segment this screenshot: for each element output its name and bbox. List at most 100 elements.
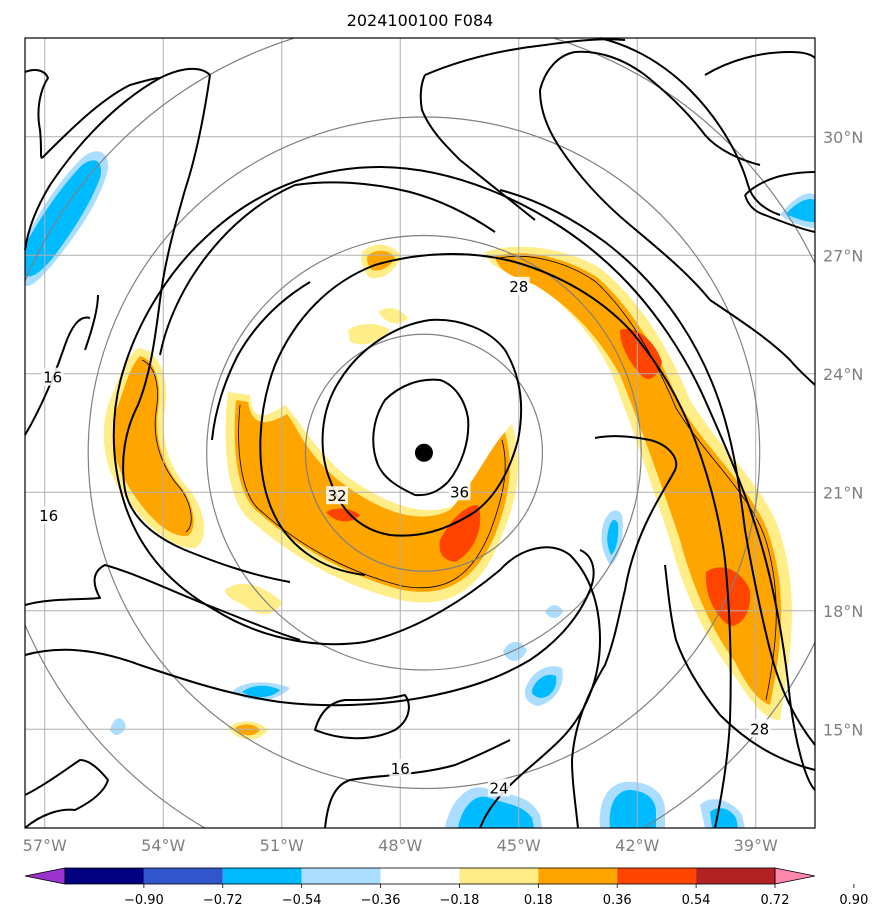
contour-west-2	[24, 316, 91, 436]
colorbar-tick-label-1: −0.72	[203, 893, 243, 908]
latitude-tick-labels: 30°N 27°N 24°N 21°N 18°N 15°N	[823, 128, 863, 740]
lon-tick-label-3: 48°W	[378, 836, 422, 855]
shade-blue-s2-core	[609, 790, 656, 828]
contour-se-3	[664, 564, 816, 771]
lat-tick-label-1: 27°N	[823, 246, 863, 265]
shade-blue-5	[110, 718, 126, 735]
contour-36	[372, 378, 470, 497]
contour-nw-1	[211, 281, 311, 441]
shade-patch-5-core	[235, 724, 260, 736]
shade-blue-6	[545, 605, 563, 618]
range-ring-2	[87, 116, 761, 790]
colorbar: −0.90 −0.72 −0.54 −0.36 −0.18 0.18 0.36 0.54 0.7…	[24, 867, 868, 908]
colorbar-frame	[64, 867, 776, 885]
colorbar-extend-low	[24, 867, 66, 885]
lon-tick-label-1: 54°W	[141, 836, 185, 855]
shade-blue-nw-core	[25, 160, 102, 277]
contour-label-bg-0	[41, 367, 64, 386]
contour-label-0: 16	[43, 369, 62, 387]
contour-20b	[499, 189, 816, 746]
shade-red-core-1	[439, 505, 481, 562]
colorbar-segment-4	[380, 868, 460, 884]
lon-tick-label-2: 51°W	[260, 836, 304, 855]
colorbar-extend-high	[774, 867, 816, 885]
contour-label-3: 24	[489, 780, 508, 798]
outline-west	[141, 359, 192, 533]
colorbar-segment-1	[143, 868, 223, 884]
contour-sw-2	[24, 759, 109, 829]
colorbar-segment-8	[696, 868, 775, 884]
contour-ne-5	[709, 299, 816, 386]
colorbar-segment-0	[65, 868, 144, 884]
range-rings	[25, 38, 815, 828]
lon-tick-label-4: 45°W	[497, 836, 541, 855]
lon-tick-label-6: 39°W	[734, 836, 778, 855]
contour-west-1	[84, 294, 99, 351]
colorbar-tick-label-3: −0.36	[361, 893, 401, 908]
contour-labels: 16 16 16 24 28 28 32 36	[37, 276, 771, 798]
lat-lon-grid	[25, 38, 815, 828]
contour-label-bg-2	[389, 758, 412, 777]
colorbar-segment-6	[538, 868, 618, 884]
contour-label-7: 36	[450, 483, 469, 501]
lat-tick-label-0: 30°N	[823, 128, 863, 147]
colorbar-tick-label-9: 0.90	[839, 893, 868, 908]
contour-label-2: 16	[391, 760, 410, 778]
contour-n-2	[419, 74, 536, 221]
colorbar-segment-7	[617, 868, 697, 884]
map-title: 2024100100 F084	[347, 11, 494, 30]
lat-tick-label-2: 24°N	[823, 365, 863, 384]
colorbar-tick-label-6: 0.36	[603, 893, 632, 908]
contour-label-bg-6	[326, 486, 349, 505]
lon-tick-label-5: 42°W	[615, 836, 659, 855]
contour-label-bg-4	[507, 276, 530, 295]
colorbar-tick-label-7: 0.54	[682, 893, 711, 908]
range-ring-1	[206, 234, 642, 671]
contour-west-3	[24, 67, 211, 251]
shade-blue-s1-core	[458, 796, 534, 828]
height-contours	[24, 37, 816, 829]
contour-west-5	[24, 69, 49, 159]
colorbar-tick-label-0: −0.90	[124, 893, 164, 908]
contour-label-bg-7	[448, 482, 471, 501]
contour-32	[321, 318, 523, 537]
contour-n-3	[599, 37, 781, 216]
lat-tick-label-3: 21°N	[823, 483, 863, 502]
contour-ne-3	[744, 171, 816, 196]
outline-east	[499, 255, 777, 701]
contour-label-bg-5	[748, 719, 771, 738]
contour-24	[112, 165, 816, 829]
contour-se-2	[594, 435, 678, 591]
lat-tick-label-4: 18°N	[823, 602, 863, 621]
colorbar-segment-3	[301, 868, 381, 884]
colorbar-segment-5	[459, 868, 539, 884]
contour-ne-2	[539, 89, 711, 301]
contour-se-1	[571, 589, 626, 829]
contour-sw-1	[24, 564, 301, 641]
contour-s-1	[314, 694, 410, 740]
colorbar-tick-label-8: 0.72	[761, 893, 790, 908]
longitude-tick-labels: 57°W 54°W 51°W 48°W 45°W 42°W 39°W	[23, 836, 778, 855]
colorbar-segment-2	[222, 868, 302, 884]
contour-west-6	[41, 77, 161, 159]
colorbar-tick-label-5: 0.18	[524, 893, 553, 908]
contour-label-4: 28	[509, 278, 528, 296]
colorbar-tick-label-2: −0.54	[282, 893, 322, 908]
shaded-field	[25, 151, 815, 828]
map-plot-area: 16 16 16 24 28 28 32 36	[24, 37, 816, 829]
storm-center-marker	[414, 443, 433, 462]
lon-tick-label-0: 57°W	[23, 836, 67, 855]
shade-blue-3-core	[607, 519, 619, 555]
colorbar-tick-label-4: −0.18	[440, 893, 480, 908]
contour-20	[24, 549, 595, 707]
shade-blue-2-core	[242, 685, 280, 698]
contour-label-5: 28	[750, 720, 769, 738]
contour-label-bg-3	[488, 778, 510, 797]
contour-ne-6	[704, 51, 816, 76]
contour-label-6: 32	[328, 487, 347, 505]
contour-ne-4	[744, 194, 816, 233]
shade-red-core-2	[326, 508, 360, 522]
shade-blue-1-core	[531, 674, 557, 698]
shade-blue-ne-core	[786, 198, 815, 222]
